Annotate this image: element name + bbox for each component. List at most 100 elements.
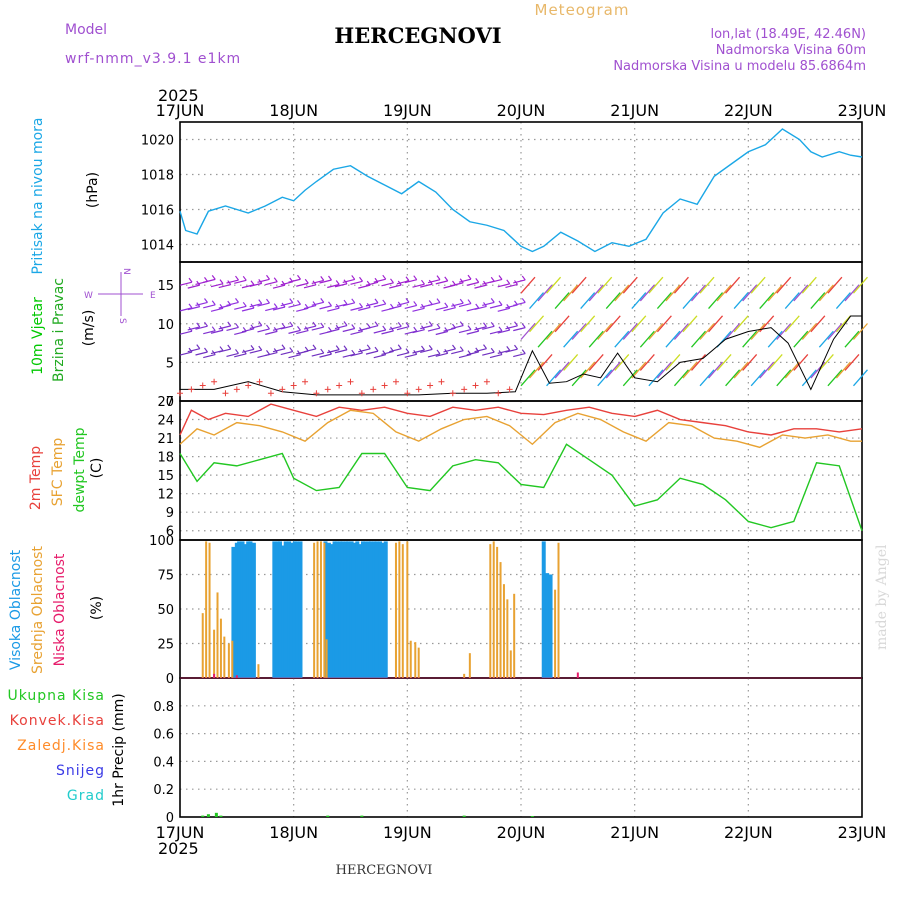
high-cloud-bar bbox=[278, 541, 283, 678]
wind-barb bbox=[241, 348, 255, 353]
wind-arrow bbox=[682, 361, 698, 379]
wind-arrow bbox=[537, 353, 553, 371]
precip-bar bbox=[326, 815, 330, 817]
precip-label-5: Grad bbox=[67, 788, 105, 804]
wind-barb-tip bbox=[335, 280, 340, 285]
wind-barb bbox=[226, 326, 239, 332]
year-bottom: 2025 bbox=[158, 839, 199, 858]
wind-barb bbox=[451, 282, 464, 287]
low-cloud-bar bbox=[213, 673, 216, 678]
wind-barb-tip bbox=[498, 326, 503, 332]
wind-barb-tip bbox=[304, 278, 309, 284]
wind-compass: W E N S bbox=[84, 268, 156, 324]
wind-arrow bbox=[793, 330, 809, 348]
wind-barb bbox=[265, 307, 278, 312]
wind-arrow bbox=[742, 353, 758, 371]
wind-barb-tip bbox=[351, 275, 356, 280]
wind-barb-tip bbox=[235, 323, 239, 328]
wind-marker bbox=[188, 386, 195, 393]
wind-barb bbox=[412, 329, 425, 334]
wind-barb bbox=[451, 350, 464, 355]
wind-barb-tip bbox=[413, 275, 418, 281]
wind-arrow bbox=[673, 369, 689, 387]
wind-barb bbox=[427, 353, 441, 358]
wind-arrow bbox=[563, 353, 579, 371]
mid-cloud-bar bbox=[496, 546, 499, 678]
wind-barb bbox=[327, 307, 340, 312]
wind-arrow bbox=[852, 369, 868, 387]
wind-barb-tip bbox=[436, 298, 441, 303]
wind-barb bbox=[218, 325, 231, 330]
wind-barb bbox=[280, 325, 293, 330]
wind-arrow bbox=[784, 315, 800, 333]
wind-arrow bbox=[631, 361, 647, 379]
wind-barb-tip bbox=[467, 274, 472, 280]
wind-barb bbox=[218, 304, 231, 309]
wind-arrow bbox=[554, 292, 570, 310]
cloud-unit: (%) bbox=[89, 596, 105, 620]
wind-arrow bbox=[673, 323, 689, 340]
wind-arrow bbox=[725, 276, 741, 294]
mid-cloud-bar bbox=[499, 562, 502, 678]
wind-barb-tip bbox=[490, 347, 495, 353]
wind-arrow bbox=[648, 276, 664, 294]
wind-arrow bbox=[614, 330, 630, 348]
y-tick-label: 9 bbox=[166, 506, 174, 521]
wind-arrow bbox=[742, 284, 758, 302]
wind-arrow bbox=[665, 284, 681, 302]
mid-cloud-bar bbox=[227, 643, 230, 678]
wind-arrow bbox=[571, 323, 587, 340]
wind-barb-tip bbox=[490, 298, 495, 303]
wind-panel bbox=[177, 274, 868, 397]
wind-barb bbox=[218, 348, 231, 353]
compass-s: S bbox=[117, 318, 127, 324]
wind-barb-tip bbox=[374, 298, 379, 304]
high-cloud-bar bbox=[237, 541, 242, 678]
day-label-top: 17JUN bbox=[156, 101, 205, 120]
wind-arrow bbox=[852, 276, 868, 294]
meteogram-label: Meteogram bbox=[535, 1, 630, 19]
wind-barb-tip bbox=[188, 303, 193, 309]
wind-marker bbox=[177, 390, 183, 397]
wind-arrow bbox=[546, 323, 562, 340]
high-cloud-bar bbox=[246, 541, 251, 678]
wind-barb bbox=[451, 325, 464, 330]
wind-barb-tip bbox=[382, 299, 387, 305]
wind-barb bbox=[466, 330, 479, 335]
precip-label-1: Ukupna Kisa bbox=[7, 688, 105, 704]
wind-barb bbox=[389, 305, 402, 310]
wind-arrow bbox=[614, 353, 630, 371]
wind-arrow bbox=[605, 361, 621, 379]
wind-barb-tip bbox=[235, 349, 239, 354]
wind-arrow bbox=[733, 361, 749, 379]
wind-arrow bbox=[827, 276, 843, 294]
high-cloud-bar bbox=[289, 542, 294, 678]
temp-unit: (C) bbox=[89, 458, 105, 479]
wind-barb-tip bbox=[297, 325, 301, 331]
high-cloud-bar bbox=[343, 541, 348, 678]
wind-marker bbox=[461, 386, 468, 393]
wind-barb bbox=[373, 354, 386, 359]
wind-arrow bbox=[520, 369, 536, 387]
wind-barb bbox=[195, 351, 208, 356]
wind-barb bbox=[458, 278, 472, 283]
wind-barb-tip bbox=[405, 348, 410, 354]
high-cloud-bar bbox=[240, 541, 245, 678]
wind-barb-tip bbox=[235, 298, 239, 303]
wind-arrow bbox=[520, 276, 536, 294]
wind-barb bbox=[272, 284, 286, 289]
wind-barb bbox=[249, 349, 262, 354]
y-tick-label: 0.4 bbox=[153, 755, 174, 770]
wind-marker bbox=[483, 378, 490, 385]
wind-arrow bbox=[605, 315, 621, 333]
wind-arrow bbox=[580, 315, 596, 333]
cloud-panel bbox=[180, 541, 862, 679]
wind-barb bbox=[280, 350, 293, 356]
wind-arrow bbox=[588, 330, 604, 348]
precip-bar bbox=[219, 815, 223, 817]
wind-barb bbox=[179, 351, 193, 356]
wind-barb bbox=[288, 354, 301, 359]
wind-barb-tip bbox=[459, 278, 464, 284]
high-cloud-bar bbox=[275, 541, 280, 678]
y-tick-label: 1014 bbox=[141, 239, 174, 254]
